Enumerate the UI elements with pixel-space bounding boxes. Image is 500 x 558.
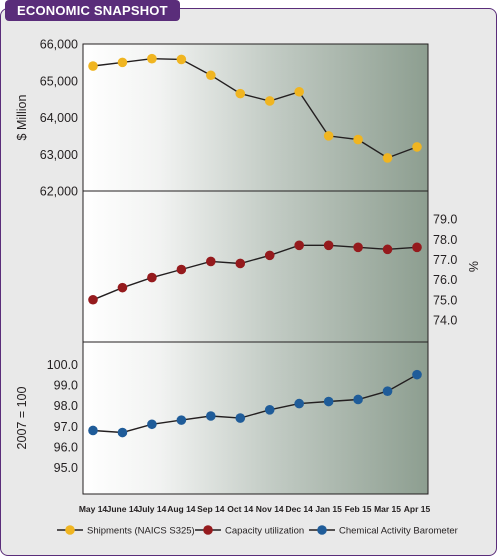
data-point-capacity [235,258,246,269]
data-point-barometer [206,411,216,421]
page-title: ECONOMIC SNAPSHOT [5,0,180,21]
legend-item-barometer: Chemical Activity Barometer [309,525,458,537]
panel-border [82,341,429,495]
legend-item-shipments: Shipments (NAICS S325) [57,525,195,537]
legend-label: Shipments (NAICS S325) [87,526,195,537]
y-tick-label: 62,000 [40,185,78,199]
data-point-capacity [176,264,187,275]
data-point-barometer [323,396,334,407]
data-point-shipments [323,131,334,141]
y-tick-label: 99.0 [54,379,78,393]
legend-marker [203,525,213,535]
data-point-barometer [147,419,157,430]
data-point-capacity [147,272,157,283]
data-point-barometer [294,398,304,409]
data-point-shipments [147,53,157,64]
data-point-shipments [88,61,98,71]
legend-label: Capacity utilization [225,526,304,537]
y-tick-label: 74.0 [433,313,457,327]
x-tick-label: Mar 15 [374,504,401,514]
data-point-shipments [176,54,187,65]
data-point-capacity [117,282,128,293]
data-point-capacity [206,256,216,267]
data-point-shipments [294,86,304,97]
data-point-capacity [412,242,422,253]
y-tick-label: 77.0 [433,253,457,267]
data-point-capacity [353,242,363,253]
x-tick-label: Apr 15 [404,504,431,514]
x-tick-label: Dec 14 [285,504,313,514]
plot-background [83,44,428,494]
y-tick-label: 98.0 [54,399,78,413]
data-point-capacity [382,244,393,255]
x-tick-label: June 14 [107,504,139,514]
legend-marker [317,525,327,535]
y-tick-label: 64,000 [40,111,78,125]
x-tick-label: Aug 14 [167,504,196,514]
data-point-capacity [264,250,275,261]
y-tick-label: 78.0 [433,233,457,247]
data-point-barometer [353,394,363,405]
data-point-barometer [264,405,275,415]
data-point-capacity [294,240,304,251]
data-point-barometer [412,369,422,380]
x-tick-label: Jan 15 [315,504,342,514]
data-point-barometer [117,427,128,438]
x-tick-label: May 14 [79,504,108,514]
data-point-shipments [117,57,128,68]
series-line-barometer [92,374,418,434]
y-tick-label: 66,000 [40,38,78,52]
y-tick-label: 100.0 [47,358,78,372]
series-line-capacity [92,244,418,301]
data-point-shipments [353,134,363,145]
y-tick-label: 96.0 [54,441,78,455]
data-point-barometer [235,413,246,423]
legend-item-capacity: Capacity utilization [195,525,304,537]
y-tick-label: 95.0 [54,461,78,475]
data-point-shipments [235,88,246,99]
y-tick-label: 65,000 [40,74,78,88]
series-line-shipments [92,57,418,159]
y-axis-label: $ Million [15,95,29,141]
panel-barometer: 95.0 96.0 97.0 98.0 99.0 100.0 2007 = 100 [15,341,429,495]
x-tick-label: Oct 14 [227,504,253,514]
data-point-shipments [382,153,393,163]
y-tick-label: 97.0 [54,420,78,434]
y-tick-label: 75.0 [433,293,457,307]
data-point-barometer [88,425,98,436]
data-point-barometer [382,386,393,397]
y-tick-label: 79.0 [433,213,457,227]
y-axis-label: 2007 = 100 [15,387,29,450]
x-tick-label: Feb 15 [345,504,372,514]
data-point-capacity [88,294,98,305]
y-tick-label: 76.0 [433,273,457,287]
data-point-shipments [206,70,216,81]
legend-label: Chemical Activity Barometer [339,526,458,537]
panel-shipments: 62,000 63,000 64,000 65,000 66,000 $ Million [15,38,429,199]
x-tick-label: Nov 14 [256,504,284,514]
x-tick-label: July 14 [137,504,166,514]
data-point-shipments [412,142,422,152]
y-axis-label: % [467,261,481,272]
data-point-shipments [264,96,275,106]
legend-marker [65,525,75,535]
y-tick-label: 63,000 [40,148,78,162]
x-tick-label: Sep 14 [197,504,225,514]
data-point-barometer [176,415,187,425]
data-point-capacity [323,240,334,251]
